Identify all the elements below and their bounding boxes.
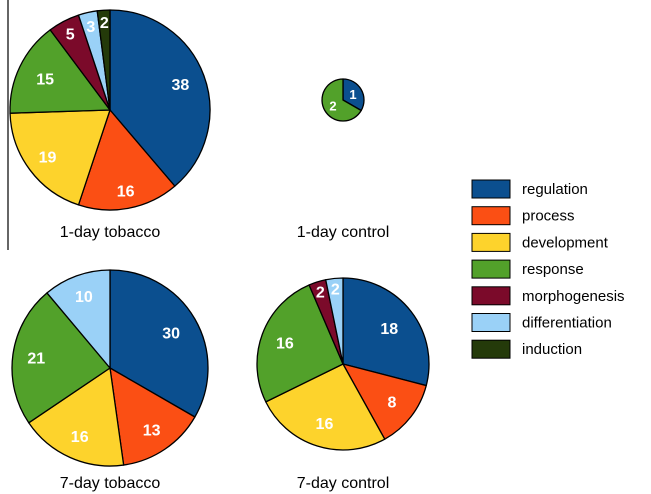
slice-differentiation bbox=[46, 269, 111, 369]
slice-process bbox=[109, 367, 196, 466]
slice-value-label: 2 bbox=[331, 281, 340, 298]
legend-label-regulation: regulation bbox=[522, 181, 588, 198]
slice-value-label: 21 bbox=[27, 350, 45, 367]
slice-process bbox=[342, 363, 427, 440]
legend: regulation process development response morp… bbox=[471, 179, 625, 359]
chart-title-1-day-control: 1-day control bbox=[297, 224, 390, 241]
slice-process bbox=[77, 109, 176, 211]
pie-1-day-tobacco: 38 16 19 15 5 3 2 bbox=[9, 9, 211, 211]
slice-value-label: 16 bbox=[117, 183, 135, 200]
pie-7-day-control: 18 8 16 16 2 2 bbox=[256, 277, 430, 451]
slice-value-label: 15 bbox=[36, 72, 54, 89]
slice-response bbox=[11, 292, 111, 424]
chart-title-7-day-tobacco: 7-day tobacco bbox=[60, 475, 161, 492]
slice-value-label: 30 bbox=[162, 325, 180, 342]
slice-value-label: 19 bbox=[39, 149, 57, 166]
slice-value-label: 18 bbox=[380, 321, 398, 338]
legend-label-induction: induction bbox=[522, 341, 582, 358]
slice-development bbox=[28, 367, 125, 467]
chart-title-7-day-control: 7-day control bbox=[297, 475, 390, 492]
legend-label-differentiation: differentiation bbox=[522, 315, 612, 332]
legend-swatch-response bbox=[471, 259, 511, 279]
slice-response bbox=[9, 29, 111, 114]
slice-value-label: 2 bbox=[329, 98, 336, 113]
slice-development bbox=[265, 363, 386, 451]
slice-development bbox=[9, 109, 111, 206]
slice-value-label: 5 bbox=[66, 27, 75, 44]
legend-swatch-morphogenesis bbox=[471, 286, 511, 306]
legend-swatch-regulation bbox=[471, 179, 511, 199]
legend-label-development: development bbox=[522, 234, 609, 251]
slice-value-label: 16 bbox=[71, 429, 89, 446]
legend-swatch-development bbox=[471, 232, 511, 252]
legend-label-morphogenesis: morphogenesis bbox=[522, 288, 625, 305]
slice-value-label: 1 bbox=[349, 87, 356, 102]
slice-value-label: 2 bbox=[316, 285, 325, 302]
slice-induction bbox=[96, 9, 111, 111]
pie-7-day-tobacco: 30 13 16 21 10 bbox=[11, 269, 209, 467]
slice-value-label: 16 bbox=[316, 416, 334, 433]
slice-differentiation bbox=[325, 277, 344, 365]
pie-1-day-control: 12 bbox=[321, 78, 365, 122]
slice-value-label: 16 bbox=[276, 335, 294, 352]
slice-value-label: 8 bbox=[388, 395, 397, 412]
chart-title-1-day-tobacco: 1-day tobacco bbox=[60, 224, 161, 241]
slice-value-label: 2 bbox=[100, 15, 109, 32]
legend-label-response: response bbox=[522, 261, 584, 278]
slice-value-label: 3 bbox=[86, 19, 95, 36]
legend-label-process: process bbox=[522, 208, 575, 225]
slice-regulation bbox=[342, 277, 430, 387]
legend-swatch-differentiation bbox=[471, 313, 511, 332]
legend-swatch-induction bbox=[471, 339, 511, 359]
legend-swatch-process bbox=[471, 206, 511, 226]
slice-regulation bbox=[109, 269, 209, 418]
slice-value-label: 38 bbox=[171, 77, 189, 94]
slice-value-label: 10 bbox=[75, 289, 93, 306]
slice-regulation bbox=[109, 9, 211, 187]
slice-response bbox=[321, 78, 362, 122]
slice-value-label: 13 bbox=[143, 423, 161, 440]
